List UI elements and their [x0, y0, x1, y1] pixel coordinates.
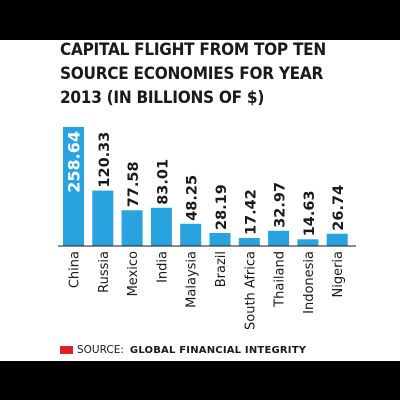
- bar-malaysia: [180, 223, 202, 246]
- bar-india: [150, 207, 172, 246]
- chart-title-line-2: SOURCE ECONOMIES FOR YEAR: [60, 64, 323, 83]
- value-label: 28.19: [214, 184, 230, 230]
- category-label: Brazil: [214, 251, 229, 287]
- source-value: GLOBAL FINANCIAL INTEGRITY: [129, 344, 307, 356]
- bottom-black-band: [0, 361, 400, 400]
- category-label: Russia: [97, 251, 112, 293]
- value-label: 120.33: [97, 132, 113, 188]
- bar-indonesia: [297, 239, 319, 246]
- category-labels-group: 258.64 China 120.33 Russia 77.58 Mexico 83.01 I…: [65, 131, 348, 330]
- value-label: 32.97: [273, 182, 289, 228]
- source-note: SOURCE: GLOBAL FINANCIAL INTEGRITY: [60, 343, 306, 357]
- bar-mexico: [121, 210, 143, 246]
- bar-nigeria: [326, 233, 348, 246]
- value-label: 17.42: [243, 189, 259, 235]
- value-label: 83.01: [155, 159, 171, 205]
- value-label: 14.63: [302, 190, 318, 236]
- category-label: Malaysia: [185, 251, 200, 308]
- category-label: Mexico: [126, 251, 141, 296]
- bar-china: [63, 127, 84, 246]
- source-label: SOURCE:: [77, 344, 124, 356]
- category-label: Indonesia: [302, 251, 317, 314]
- value-label: 258.64: [65, 131, 84, 193]
- category-label: Nigeria: [331, 251, 346, 298]
- chart-title-line-3: 2013 (IN BILLIONS OF $): [60, 88, 265, 107]
- category-label: Thailand: [273, 251, 288, 308]
- bar-south-africa: [238, 238, 260, 246]
- bar-thailand: [268, 230, 290, 246]
- top-black-band: [0, 0, 400, 40]
- category-label: China: [68, 251, 83, 288]
- bars-group: [63, 127, 348, 246]
- source-marker: [60, 346, 73, 354]
- bar-russia: [92, 190, 114, 246]
- category-label: South Africa: [243, 251, 258, 330]
- value-label: 77.58: [126, 161, 142, 207]
- chart-title-line-1: CAPITAL FLIGHT FROM TOP TEN: [60, 40, 326, 59]
- category-label: India: [155, 251, 170, 283]
- bar-brazil: [209, 233, 231, 246]
- value-label: 26.74: [331, 185, 347, 231]
- value-label: 48.25: [185, 175, 201, 221]
